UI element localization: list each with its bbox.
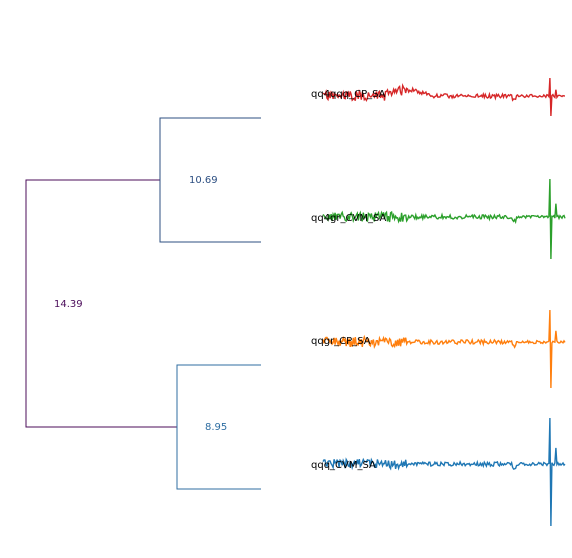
root-distance-label: 14.39: [54, 299, 83, 310]
leaf-row: qqgr_CP_SA: [311, 309, 566, 389]
lower-cluster-distance-label: 8.95: [205, 422, 227, 433]
leaf-trace: [322, 178, 566, 260]
upper-cluster-distance-label: 10.69: [189, 175, 218, 186]
root-bracket: [25, 179, 177, 428]
leaf-trace: [322, 309, 566, 389]
leaf-trace: [322, 77, 565, 117]
leaf-row: qq4gr_CVM_SA: [311, 178, 566, 260]
leaf-label: qq4gr_CVM_SA: [311, 213, 387, 224]
leaf-row: qq4qqq_CP_SA: [311, 77, 565, 117]
lower-cluster-bracket: [176, 364, 261, 490]
leaf-label: qqgr_CP_SA: [311, 336, 371, 347]
leaf-row: qqq_CVM_SA: [311, 417, 566, 527]
leaf-trace: [322, 417, 566, 527]
upper-cluster-bracket: [159, 117, 261, 243]
leaf-label: qqq_CVM_SA: [311, 460, 376, 471]
leaf-label: qq4qqq_CP_SA: [311, 89, 386, 100]
